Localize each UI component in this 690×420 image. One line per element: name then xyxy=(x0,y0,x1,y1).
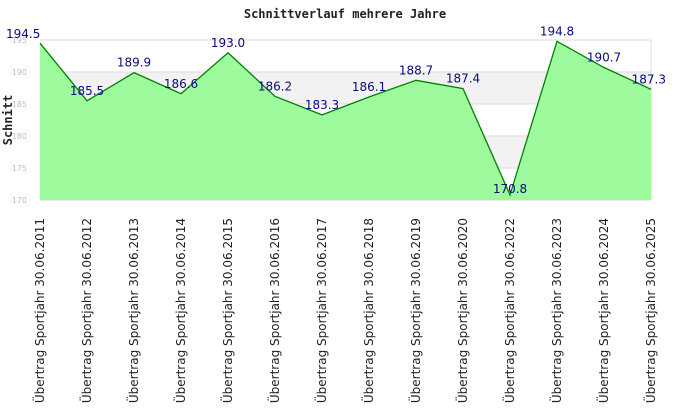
x-tick-label: Übertrag Sportjahr 30.06.2019 xyxy=(407,218,423,403)
x-tick-label: Übertrag Sportjahr 30.06.2012 xyxy=(78,218,94,403)
y-tick-label: 180 xyxy=(12,132,27,141)
data-label: 186.1 xyxy=(352,80,386,94)
data-label: 189.9 xyxy=(117,56,151,70)
x-tick-label: Übertrag Sportjahr 30.06.2022 xyxy=(501,218,517,403)
x-tick-label: Übertrag Sportjahr 30.06.2011 xyxy=(31,218,47,403)
x-tick-label: Übertrag Sportjahr 30.06.2014 xyxy=(172,218,188,403)
x-tick-label: Übertrag Sportjahr 30.06.2017 xyxy=(313,218,329,403)
data-label: 186.6 xyxy=(164,77,198,91)
chart-title: Schnittverlauf mehrere Jahre xyxy=(244,7,446,21)
series-area xyxy=(40,41,651,200)
y-tick-label: 170 xyxy=(12,196,27,205)
x-tick-label: Übertrag Sportjahr 30.06.2013 xyxy=(125,218,141,403)
data-label: 186.2 xyxy=(258,79,292,93)
x-tick-label: Übertrag Sportjahr 30.06.2020 xyxy=(454,218,470,403)
x-tick-label: Übertrag Sportjahr 30.06.2015 xyxy=(219,218,235,403)
x-tick-label: Übertrag Sportjahr 30.06.2016 xyxy=(266,218,282,403)
x-tick-label: Übertrag Sportjahr 30.06.2025 xyxy=(642,218,658,403)
data-label: 194.8 xyxy=(540,24,574,38)
data-label: 183.3 xyxy=(305,98,339,112)
y-axis-label: Schnitt xyxy=(1,95,15,146)
data-label: 194.5 xyxy=(6,27,40,41)
y-tick-label: 190 xyxy=(12,68,27,77)
data-label: 187.4 xyxy=(446,72,480,86)
x-axis-ticks: Übertrag Sportjahr 30.06.2011 Übertrag Sp… xyxy=(31,218,658,403)
y-tick-label: 185 xyxy=(12,100,27,109)
y-tick-label: 175 xyxy=(12,164,27,173)
series-line xyxy=(39,40,652,197)
data-label: 170.8 xyxy=(493,182,527,196)
data-label: 188.7 xyxy=(399,63,433,77)
data-labels: 194.5 185.5 189.9 186.6 193.0 186.2 183.3 186.1… xyxy=(6,24,666,196)
y-axis-ticks: 170 175 180 185 190 195 xyxy=(12,36,27,205)
y-tick-label: 195 xyxy=(12,36,27,45)
x-tick-label: Übertrag Sportjahr 30.06.2018 xyxy=(360,218,376,403)
data-label: 185.5 xyxy=(70,84,104,98)
x-tick-label: Übertrag Sportjahr 30.06.2023 xyxy=(548,218,564,403)
data-label: 193.0 xyxy=(211,36,245,50)
data-label: 190.7 xyxy=(587,51,621,65)
x-tick-label: Übertrag Sportjahr 30.06.2024 xyxy=(595,218,611,403)
data-label: 187.3 xyxy=(632,72,666,86)
